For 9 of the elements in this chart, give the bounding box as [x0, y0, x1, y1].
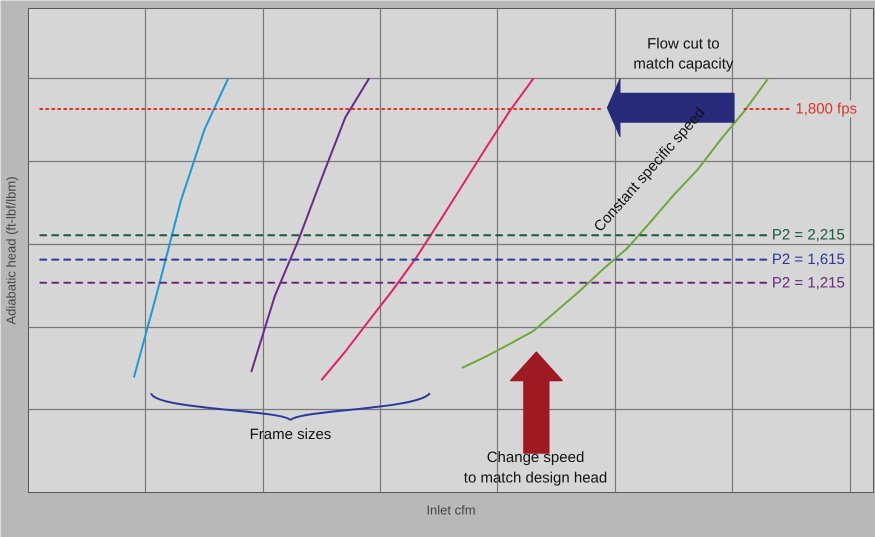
annotation: Change speed to match design head — [464, 448, 608, 486]
series-label: P2 = 1,615 — [772, 251, 845, 268]
annotation: Frame sizes — [250, 426, 332, 444]
text: Flow cut to match capacity — [633, 35, 734, 73]
series-label: 1,800 fps — [795, 100, 858, 118]
series-label: P2 = 1,215 — [772, 274, 845, 292]
series-label: P2 = 2,215 — [772, 226, 845, 244]
x-axis-title: Inlet cfm — [426, 502, 476, 518]
y-axis-title: Adiabatic head (ft-lbf/lbm) — [4, 176, 18, 325]
